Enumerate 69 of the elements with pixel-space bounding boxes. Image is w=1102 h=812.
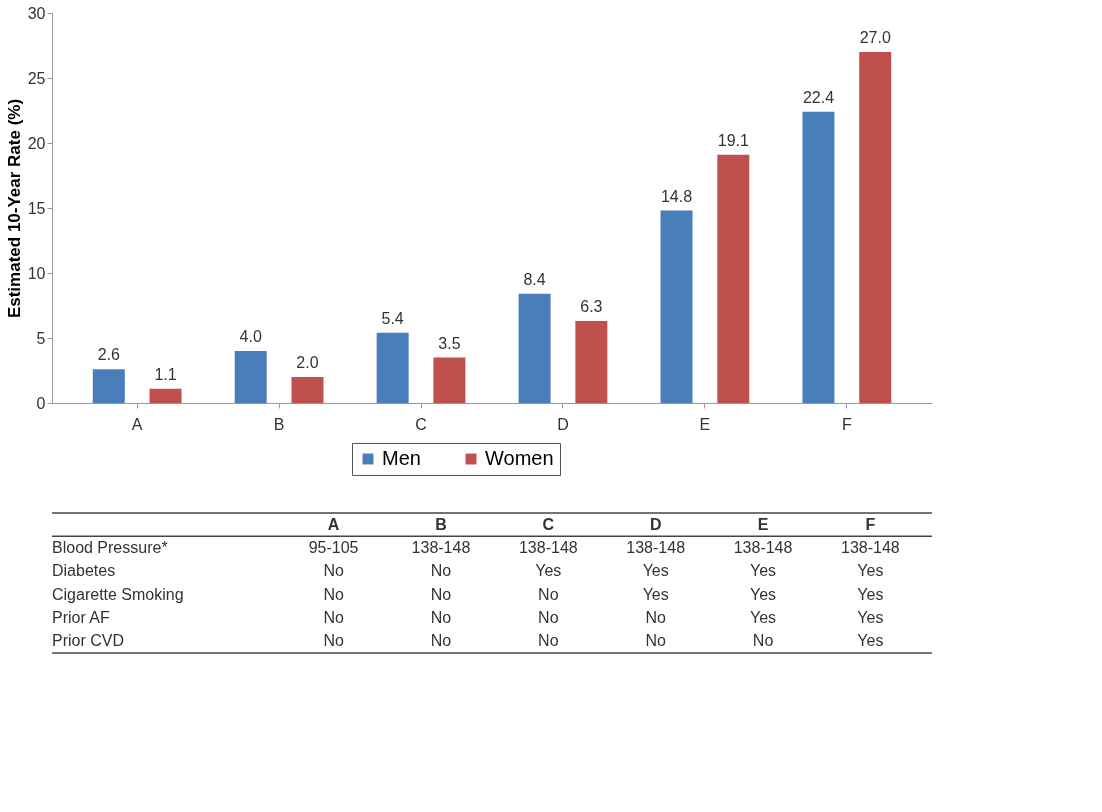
data-label: 2.6 [97,346,120,364]
text: 138-148 [841,539,900,556]
text: No [752,632,774,650]
legend-label: Women [485,447,554,469]
data-label: 4.0 [239,328,262,345]
data-label: 1.1 [154,365,177,383]
text: Yes [642,562,669,580]
data-label: 6.3 [580,298,603,316]
data-label: 8.4 [523,270,546,288]
x-tick-label: D [557,415,569,433]
text: No [538,585,559,603]
data-label: 27.0 [859,29,891,46]
text: No [430,609,452,626]
text: No [538,609,559,626]
text: 138-148 [626,539,686,556]
category-label: F [865,515,876,533]
text: Yes [749,562,777,580]
text: Yes [857,562,884,580]
category-label: C [542,515,555,533]
y-tick-label: 20 [27,134,46,152]
text: No [430,632,452,650]
category-label: D [649,515,662,533]
text: Yes [857,609,884,626]
x-tick-label: A [131,415,143,433]
data-label: 2.0 [296,354,319,371]
data-label: 3.5 [438,334,461,352]
text: Diabetes [52,562,116,580]
text: No [323,632,344,650]
text: 138-148 [411,539,471,556]
text: No [645,609,667,626]
text: 138-148 [733,539,793,556]
y-tick-label: 0 [36,394,46,412]
text: Prior AF [52,609,111,626]
category-label: A [327,515,340,533]
y-tick-label: 5 [36,329,46,347]
text: Yes [535,562,562,580]
y-tick-label: 10 [27,264,46,282]
text: Yes [749,609,777,626]
data-label: 5.4 [381,309,404,327]
text: No [323,585,344,603]
text: No [645,632,667,650]
text: No [538,632,559,650]
text: 95-105 [308,539,359,556]
data-label: 22.4 [802,88,835,106]
category-label: E [757,515,769,533]
legend-label: Men [382,447,421,469]
text: Yes [749,585,777,603]
x-tick-label: E [699,415,711,433]
text: No [323,609,344,626]
x-tick-label: C [415,415,427,433]
text: 138-148 [518,539,578,556]
x-tick-label: F [841,415,852,433]
y-tick-label: 15 [27,199,46,217]
y-tick-label: 30 [27,4,46,22]
text: Prior CVD [52,632,125,650]
text: Cigarette Smoking [52,585,184,603]
text: Yes [642,585,669,603]
text: No [323,562,344,580]
text: Yes [857,585,884,603]
category-label: B [435,515,447,533]
x-tick-label: B [273,415,285,433]
text: Blood Pressure* [52,539,168,556]
y-axis-title: Estimated 10-Year Rate (%) [4,98,24,319]
text: No [430,585,452,603]
text: Yes [857,632,884,650]
data-label: 19.1 [717,131,749,149]
text: No [430,562,452,580]
data-label: 14.8 [660,187,693,205]
y-tick-label: 25 [27,69,46,87]
